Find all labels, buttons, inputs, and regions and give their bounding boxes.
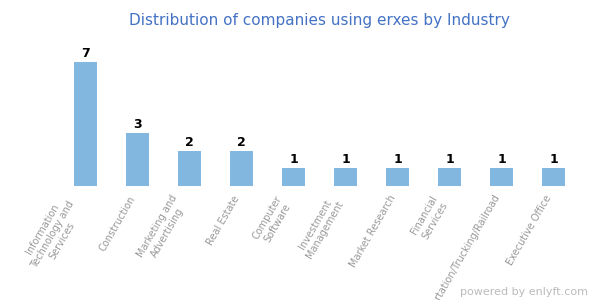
Bar [386,168,409,186]
Text: 2: 2 [185,136,194,148]
Bar [126,133,149,186]
Bar [230,151,253,186]
Bar [490,168,514,186]
Text: 1: 1 [445,153,454,166]
Bar [334,168,358,186]
Bar [178,151,202,186]
Text: 1: 1 [341,153,350,166]
Text: powered by enlyft.com: powered by enlyft.com [460,287,588,297]
Text: 1: 1 [497,153,506,166]
Text: 1: 1 [550,153,558,166]
Bar [438,168,461,186]
Bar [74,62,97,186]
Text: 2: 2 [237,136,246,148]
Text: 1: 1 [289,153,298,166]
Text: 3: 3 [133,118,142,131]
Text: 1: 1 [394,153,402,166]
Bar [282,168,305,186]
Title: Distribution of companies using erxes by Industry: Distribution of companies using erxes by… [129,13,510,28]
Text: 7: 7 [81,47,90,60]
Bar [542,168,565,186]
